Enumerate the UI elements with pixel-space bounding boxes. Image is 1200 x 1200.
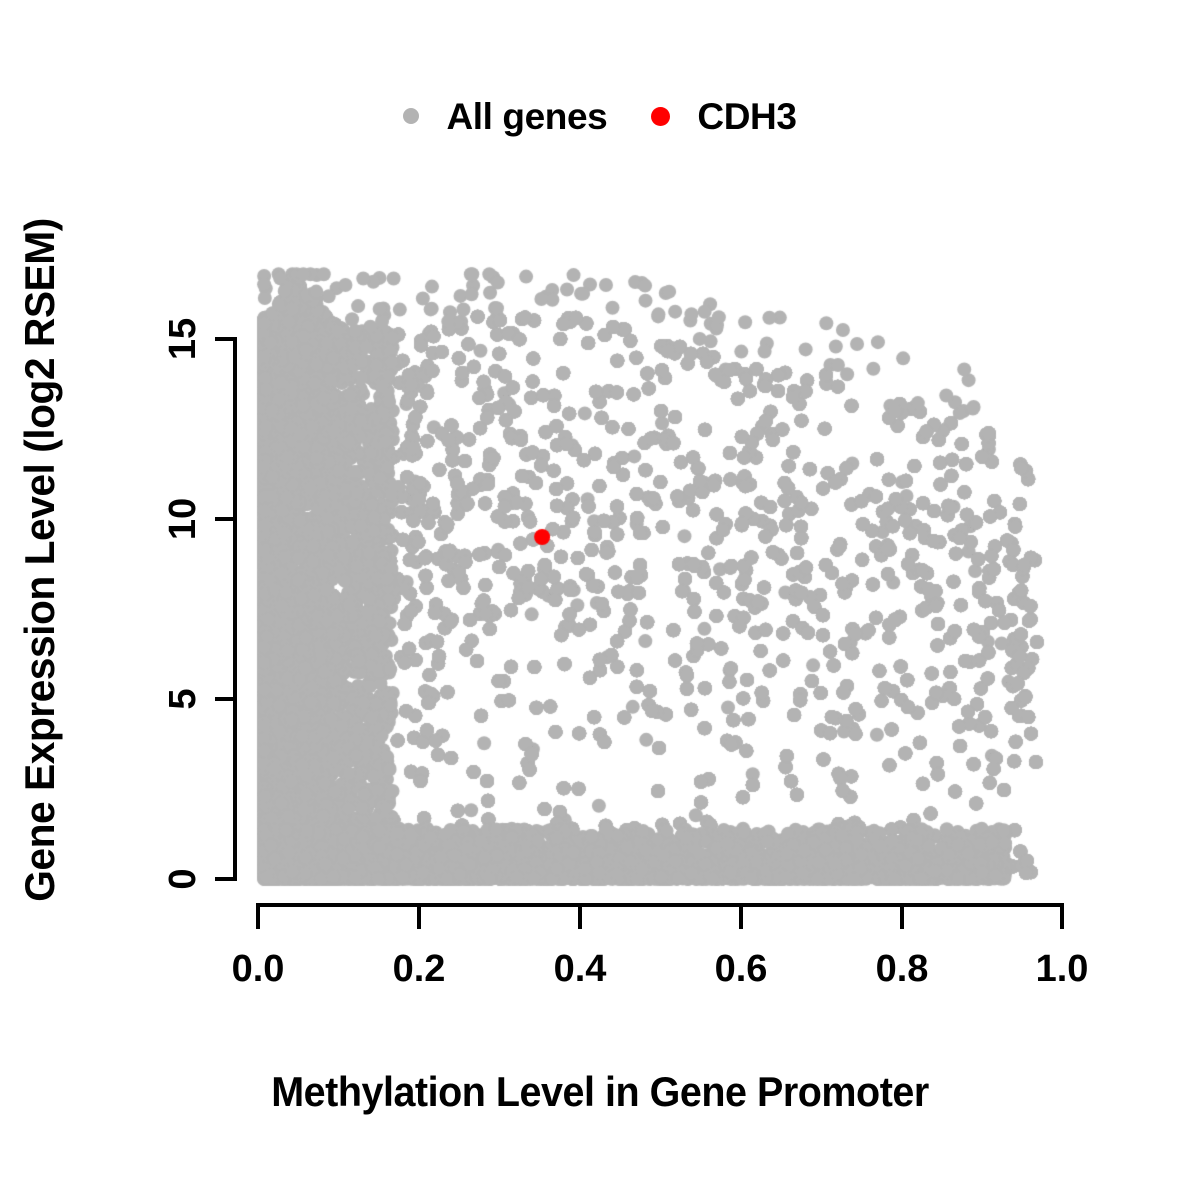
y-tick-0 — [215, 877, 237, 881]
legend-label-all-genes: All genes — [446, 95, 608, 137]
x-axis-title: Methylation Level in Gene Promoter — [271, 1068, 929, 1115]
chart-legend: All genes CDH3 — [0, 92, 1200, 140]
red-dot-icon — [651, 106, 671, 126]
x-tick-0p8 — [900, 905, 904, 929]
x-axis-line — [256, 903, 1064, 907]
plot-area — [196, 239, 1122, 939]
y-tick-15 — [215, 337, 237, 341]
y-tick-label-0: 0 — [162, 868, 204, 890]
y-tick-label-10: 10 — [162, 497, 204, 541]
x-tick-0p2 — [417, 905, 421, 929]
x-tick-label-0p0: 0.0 — [231, 948, 285, 990]
y-axis-line — [233, 337, 237, 881]
legend-label-cdh3: CDH3 — [697, 95, 797, 137]
legend-entry-cdh3: CDH3 — [651, 95, 797, 137]
x-tick-0p4 — [578, 905, 582, 929]
gray-dot-icon — [403, 108, 420, 124]
x-tick-label-0p4: 0.4 — [553, 948, 607, 990]
x-tick-label-1p0: 1.0 — [1035, 948, 1089, 990]
x-tick-label-0p2: 0.2 — [392, 948, 446, 990]
y-tick-label-15: 15 — [162, 317, 204, 361]
x-tick-label-0p8: 0.8 — [875, 948, 929, 990]
x-tick-0p0 — [256, 905, 260, 929]
x-tick-0p6 — [739, 905, 743, 929]
x-tick-label-0p6: 0.6 — [714, 948, 768, 990]
y-tick-label-5: 5 — [162, 688, 204, 710]
y-tick-5 — [215, 697, 237, 701]
legend-entry-all-genes: All genes — [403, 95, 608, 137]
scatter-point-cloud — [196, 239, 1122, 939]
y-tick-10 — [215, 517, 237, 521]
x-tick-1p0 — [1060, 905, 1064, 929]
y-axis-title: Gene Expression Level (log2 RSEM) — [16, 218, 63, 902]
